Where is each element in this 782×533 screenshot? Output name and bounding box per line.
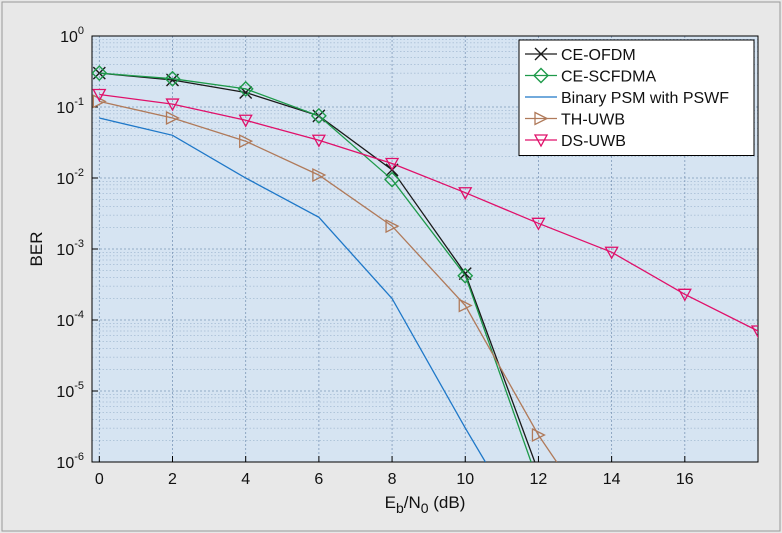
data-point [312, 168, 327, 183]
data-point [458, 187, 473, 201]
data-point [237, 80, 254, 97]
x-tick-label: 2 [168, 471, 177, 488]
y-axis-label: BER [27, 232, 46, 267]
legend: CE-OFDM CE-SCFDMA Binary PSM with PSWF TH-U… [518, 39, 755, 156]
legend-box [518, 39, 755, 156]
x-tick-label: 4 [241, 471, 250, 488]
legend-marker [534, 111, 549, 126]
data-point [384, 171, 401, 188]
y-tick-label: 10-3 [56, 238, 84, 259]
data-point [311, 134, 326, 148]
axes-frame [91, 35, 759, 463]
data-point [92, 88, 107, 102]
x-tick-label: 6 [314, 471, 323, 488]
y-tick-label: 10-6 [56, 451, 84, 472]
data-point [165, 98, 180, 112]
data-point [531, 427, 546, 443]
y-tick-label: 10-1 [56, 96, 84, 117]
data-point [677, 288, 692, 302]
legend-label: DS-UWB [561, 133, 626, 150]
x-axis-label: Eb/N0 (dB) [385, 493, 466, 516]
legend-label: Binary PSM with PSWF [561, 90, 729, 107]
x-tick-label: 8 [388, 471, 397, 488]
x-tick-label: 16 [676, 471, 694, 488]
data-point [92, 94, 107, 109]
data-point [750, 325, 758, 339]
x-tick-label: 10 [456, 471, 474, 488]
data-point [165, 110, 180, 126]
data-point [239, 134, 254, 149]
legend-label: CE-OFDM [561, 47, 636, 64]
x-tick-label: 0 [95, 471, 104, 488]
data-point [92, 65, 108, 82]
data-point [385, 219, 400, 234]
legend-marker [533, 67, 549, 84]
y-tick-label: 10-2 [56, 167, 84, 188]
data-point [604, 246, 619, 260]
legend-label: TH-UWB [561, 112, 625, 129]
series-line [99, 100, 558, 462]
series-layer [92, 65, 758, 462]
data-point [457, 267, 474, 284]
data-point [384, 157, 400, 171]
x-tick-label: 14 [603, 471, 621, 488]
y-tick-label: 10-4 [56, 309, 84, 330]
data-point [531, 217, 546, 231]
legend-label: CE-SCFDMA [561, 69, 656, 86]
data-point [310, 107, 327, 124]
data-point [458, 298, 473, 313]
series-line [99, 117, 486, 462]
legend-marker [534, 47, 548, 61]
series-line [99, 72, 532, 462]
legend-marker [533, 134, 549, 148]
y-tick-label: 100 [60, 25, 84, 46]
data-point [238, 114, 253, 128]
data-point [164, 70, 181, 87]
y-tick-label: 10-5 [56, 380, 84, 401]
x-tick-label: 12 [530, 471, 548, 488]
series-line [99, 93, 758, 332]
